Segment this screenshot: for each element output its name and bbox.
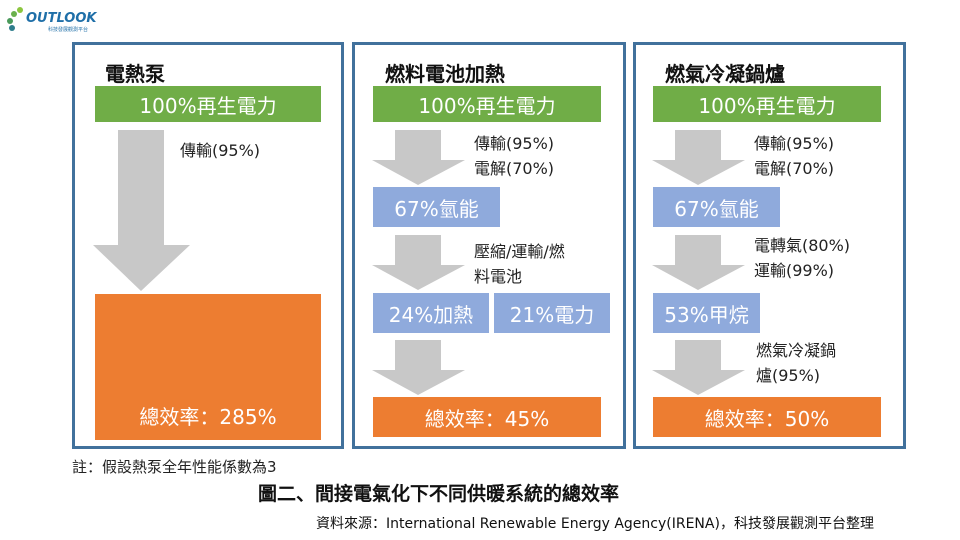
renewable-source-box: 100%再生電力	[373, 86, 601, 122]
hydrogen-box: 67%氫能	[373, 187, 500, 227]
down-arrow-icon	[93, 130, 190, 291]
down-arrow-icon	[372, 340, 465, 395]
heat-output-box: 24%加熱	[373, 293, 489, 333]
step-note-line: 電解(70%)	[474, 159, 555, 178]
step-note: 傳輸(95%) 電解(70%)	[474, 131, 554, 181]
step-note-line: 料電池	[474, 267, 523, 286]
logo-subtitle: 科技發展觀測平台	[48, 27, 89, 33]
step-note-line: 電解(70%)	[754, 159, 835, 178]
total-efficiency: 總效率：50%	[653, 397, 881, 437]
hydrogen-box: 67%氫能	[653, 187, 780, 227]
total-efficiency: 總效率：45%	[373, 397, 601, 437]
step-note-line: 電轉氣(80%)	[754, 236, 851, 255]
step-note: 傳輸(95%) 電解(70%)	[754, 131, 834, 181]
methane-box: 53%甲烷	[653, 293, 760, 333]
step-note: 燃氣冷凝鍋爐(95%)	[756, 338, 836, 388]
panel-gas-boiler	[633, 42, 906, 449]
panel-heat-pump	[72, 42, 344, 449]
step-note-line: 爐(95%)	[756, 366, 821, 385]
step-note-line: 燃氣冷凝鍋	[756, 341, 837, 360]
logo: OUTLOOK 科技發展觀測平台	[6, 6, 96, 34]
step-note-line: 運輸(99%)	[754, 261, 835, 280]
step-note: 電轉氣(80%) 運輸(99%)	[754, 233, 850, 283]
down-arrow-icon	[652, 130, 745, 185]
panel-fuel-cell	[352, 42, 626, 449]
step-note: 壓縮/運輸/燃 料電池	[474, 239, 565, 289]
footnote: 註：假設熱泵全年性能係數為3	[72, 458, 277, 476]
down-arrow-icon	[372, 235, 465, 290]
logo-text: OUTLOOK	[26, 11, 97, 26]
down-arrow-icon	[652, 340, 745, 395]
total-efficiency-box: 總效率：285%	[95, 294, 321, 440]
step-note-line: 傳輸(95%)	[474, 134, 555, 153]
down-arrow-icon	[652, 235, 745, 290]
step-note-line: 傳輸(95%)	[754, 134, 835, 153]
renewable-source-box: 100%再生電力	[95, 86, 321, 122]
panel-title: 燃氣冷凝鍋爐	[665, 62, 785, 86]
step-note-line: 壓縮/運輸/燃	[474, 242, 565, 261]
figure-caption: 圖二、間接電氣化下不同供暖系統的總效率	[258, 483, 620, 505]
power-output-box: 21%電力	[494, 293, 610, 333]
step-note: 傳輸(95%)	[180, 141, 261, 160]
logo-leaf-icon	[7, 7, 23, 31]
renewable-source-box: 100%再生電力	[653, 86, 881, 122]
panel-title: 燃料電池加熱	[385, 62, 505, 86]
panel-title: 電熱泵	[105, 62, 165, 86]
total-efficiency: 總效率：285%	[139, 405, 277, 429]
down-arrow-icon	[372, 130, 465, 185]
source-credit: 資料來源：International Renewable Energy Agen…	[316, 516, 874, 532]
